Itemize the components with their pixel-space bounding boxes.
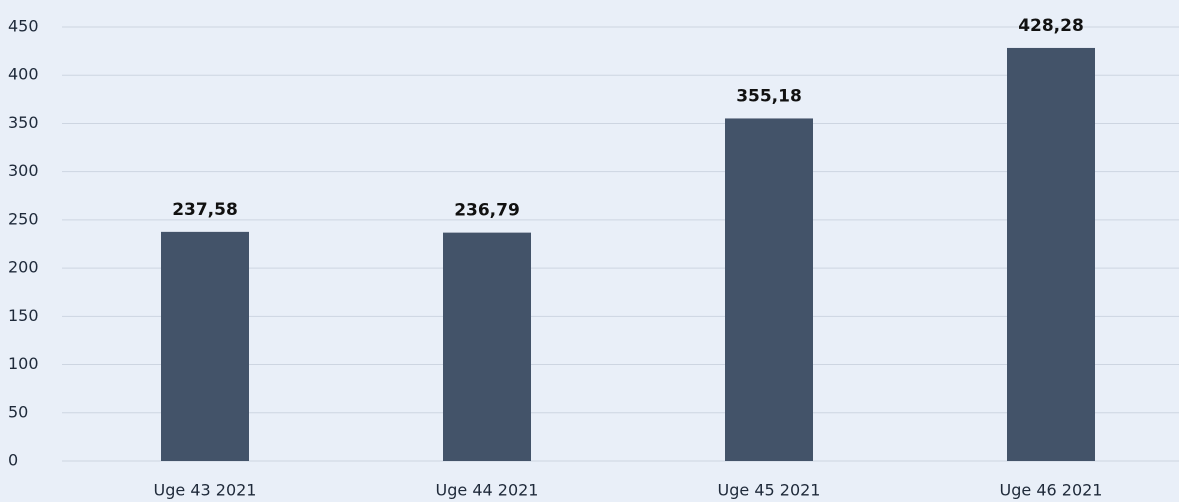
bar [443,232,531,461]
value-label: 237,58 [172,200,238,220]
bar [725,118,813,462]
y-tick-label: 400 [8,65,39,84]
y-tick-label: 100 [8,354,39,373]
y-tick-label: 0 [8,451,18,470]
y-tick-label: 250 [8,209,39,228]
y-tick-label: 150 [8,306,39,325]
x-tick-label: Uge 44 2021 [436,481,539,500]
y-tick-label: 450 [8,17,39,36]
y-tick-label: 350 [8,113,39,132]
bar [1007,47,1095,462]
y-tick-label: 50 [8,402,28,421]
value-label: 236,79 [454,201,520,221]
bar [161,231,249,461]
value-label: 355,18 [736,86,802,106]
x-tick-label: Uge 46 2021 [1000,481,1103,500]
y-tick-label: 200 [8,258,39,277]
value-label: 428,28 [1018,16,1084,36]
x-tick-label: Uge 43 2021 [154,481,257,500]
x-tick-label: Uge 45 2021 [718,481,821,500]
y-tick-label: 300 [8,161,39,180]
